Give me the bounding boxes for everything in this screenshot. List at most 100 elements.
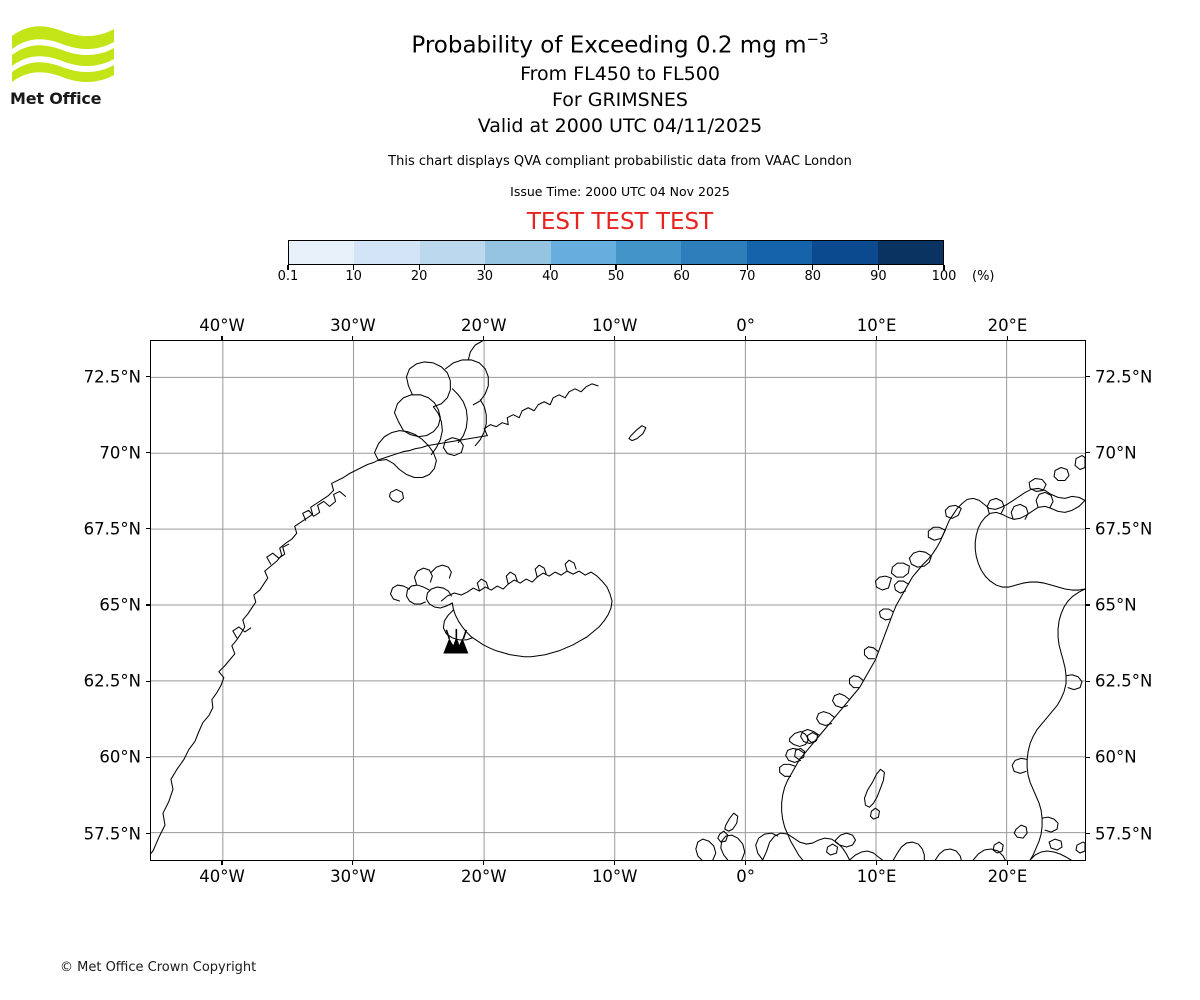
lat-tick-mark — [146, 756, 150, 758]
map-canvas — [151, 341, 1085, 860]
lon-axis-label: 30°W — [330, 316, 376, 335]
lat-axis-label: 62.5°N — [1095, 671, 1153, 691]
copyright-notice: © Met Office Crown Copyright — [60, 960, 257, 975]
lon-axis-label: 0° — [736, 867, 755, 886]
map-coastlines — [151, 341, 1085, 860]
lon-tick-mark — [483, 861, 485, 865]
colorbar-tick-label: 70 — [738, 269, 756, 284]
met-office-logo: Met Office — [10, 22, 130, 112]
lon-axis-label: 20°E — [987, 867, 1028, 886]
lon-tick-mark — [1006, 336, 1009, 340]
lon-axis-label: 30°W — [330, 867, 376, 886]
lon-tick-mark — [614, 336, 616, 340]
probability-colorbar: 0.1 10 20 30 40 50 60 70 80 90 100 (%) — [278, 240, 995, 285]
lat-tick-mark — [146, 375, 150, 378]
lon-axis-label: 20°W — [461, 867, 507, 886]
colorbar-bands — [288, 240, 944, 265]
lat-tick-mark — [1086, 756, 1090, 758]
colorbar-tick-label: 50 — [607, 269, 625, 284]
colorbar-units-label: (%) — [972, 269, 995, 284]
lon-tick-mark — [875, 861, 878, 865]
lat-tick-mark — [1086, 452, 1090, 454]
lat-tick-mark — [146, 452, 150, 454]
colorbar-tick-label: 100 — [931, 269, 957, 284]
colorbar-tickmark — [418, 265, 420, 270]
lon-tick-mark — [875, 336, 878, 340]
lat-tick-mark — [146, 680, 150, 682]
lon-tick-mark — [352, 861, 354, 865]
lat-axis-label: 57.5°N — [1095, 824, 1153, 844]
lon-tick-mark — [483, 336, 485, 340]
lat-axis-label: 72.5°N — [83, 367, 141, 387]
page-title-exponent: −3 — [806, 30, 829, 48]
lat-tick-mark — [1086, 680, 1090, 682]
colorbar-tickmark — [877, 265, 880, 270]
lat-tick-mark — [1086, 832, 1090, 835]
colorbar-band-8 — [812, 241, 878, 264]
lat-axis-label: 65°N — [99, 595, 141, 615]
lon-axis-label: 10°E — [856, 867, 897, 886]
logo-wordmark: Met Office — [10, 89, 102, 108]
colorbar-tick-label: 60 — [673, 269, 690, 284]
lat-tick-mark — [1086, 528, 1090, 530]
lon-axis-label: 10°E — [856, 316, 897, 335]
lon-tick-mark — [1006, 861, 1009, 865]
colorbar-tick-label: 80 — [804, 269, 822, 284]
lat-tick-mark — [146, 528, 150, 530]
colorbar-band-6 — [681, 241, 747, 264]
lat-tick-mark — [146, 604, 150, 606]
colorbar-tick-label: 90 — [870, 269, 887, 284]
lon-tick-mark — [745, 336, 747, 340]
lon-axis-label: 40°W — [199, 316, 245, 335]
subtitle-valid-time: Valid at 2000 UTC 04/11/2025 — [477, 114, 763, 137]
qva-compliance-note: This chart displays QVA compliant probab… — [388, 153, 852, 169]
colorbar-band-1 — [354, 241, 420, 264]
colorbar-band-5 — [616, 241, 682, 264]
test-banner: TEST TEST TEST — [526, 208, 714, 235]
colorbar-tickmark — [484, 265, 486, 270]
lon-axis-label: 10°W — [591, 867, 638, 886]
colorbar-tickmark — [352, 265, 355, 270]
colorbar-band-0 — [289, 241, 355, 264]
lat-tick-mark — [146, 832, 150, 835]
lon-axis-label: 10°W — [591, 316, 638, 335]
lat-axis-label: 65°N — [1095, 595, 1137, 615]
colorbar-tick-label: 40 — [542, 269, 559, 284]
lon-tick-mark — [221, 861, 223, 865]
colorbar-ticks: 0.1 10 20 30 40 50 60 70 80 90 100 — [278, 265, 956, 285]
lon-axis-label: 20°W — [461, 316, 507, 335]
lat-axis-label: 70°N — [1095, 443, 1137, 463]
colorbar-tickmark — [746, 265, 748, 270]
lat-axis-label: 72.5°N — [1095, 367, 1153, 387]
lat-axis-label: 70°N — [99, 443, 141, 463]
lat-axis-label: 67.5°N — [1095, 519, 1153, 539]
subtitle-volcano-name: For GRIMSNES — [552, 88, 688, 111]
subtitle-flight-levels: From FL450 to FL500 — [520, 62, 720, 85]
colorbar-band-9 — [877, 241, 944, 264]
colorbar-band-4 — [550, 241, 617, 264]
map-plot-area: 40°W 40°W 30°W 30°W 20°W 20°W 10°W 10°W 0° 0° 10°E… — [84, 316, 1153, 886]
colorbar-band-3 — [485, 241, 551, 264]
volcano-marker-grimsnes — [443, 628, 469, 654]
issue-time-label: Issue Time: 2000 UTC 04 Nov 2025 — [510, 183, 730, 199]
colorbar-tick-label: 20 — [410, 269, 428, 284]
colorbar-tick-label: 30 — [476, 269, 494, 284]
colorbar-tick-label: 0.1 — [277, 269, 299, 284]
lon-tick-mark — [221, 336, 223, 340]
chart-title-block: Probability of Exceeding 0.2 mg m−3 From… — [150, 24, 1090, 236]
lat-tick-mark — [1086, 375, 1090, 378]
colorbar-tick-label: 10 — [345, 269, 362, 284]
met-office-waves-icon — [12, 26, 114, 83]
lat-tick-mark — [1086, 604, 1090, 606]
lat-axis-label: 57.5°N — [83, 824, 141, 844]
colorbar-tickmark — [680, 265, 683, 270]
colorbar-tickmark — [812, 265, 814, 270]
colorbar-tickmark — [287, 265, 289, 270]
lat-axis-label: 67.5°N — [83, 519, 141, 539]
lat-axis-label: 62.5°N — [83, 671, 141, 691]
colorbar-tickmark — [549, 265, 552, 270]
colorbar-band-7 — [746, 241, 813, 264]
lon-axis-label: 0° — [736, 316, 755, 335]
lon-tick-mark — [745, 861, 747, 865]
lat-axis-label: 60°N — [1095, 747, 1137, 767]
